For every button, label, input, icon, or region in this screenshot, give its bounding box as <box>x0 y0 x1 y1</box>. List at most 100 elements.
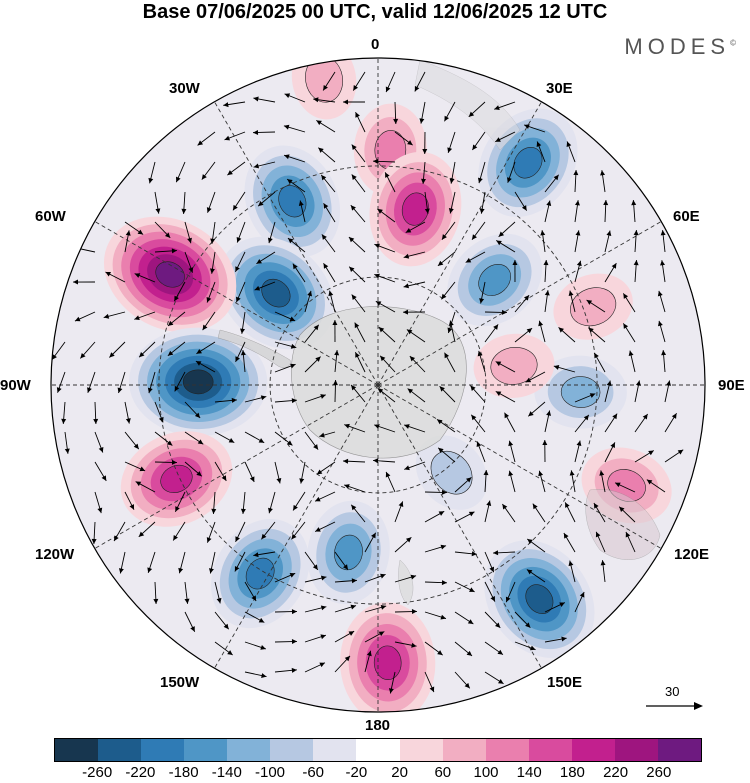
negative-anomaly <box>415 435 488 510</box>
colorbar-swatch <box>399 739 443 761</box>
wind-arrow-head <box>227 170 233 176</box>
wind-arrow-head <box>137 229 144 235</box>
wind-arrow-head <box>576 440 582 447</box>
wind-arrow-head <box>353 85 359 91</box>
colorbar-swatch <box>227 739 271 761</box>
negative-anomaly <box>244 145 341 257</box>
wind-arrow-head <box>496 240 502 246</box>
wind-arrow-head <box>409 356 416 362</box>
wind-arrow-head <box>323 84 328 91</box>
colorbar-tick-label: 260 <box>646 764 672 781</box>
wind-arrow-head <box>494 105 500 110</box>
wind-arrow-head <box>377 388 384 394</box>
wind-arrow-head <box>196 348 202 354</box>
wind-arrow-head <box>93 418 99 424</box>
wind-arrow-head <box>466 650 473 656</box>
wind-arrow-head <box>291 609 297 615</box>
wind-arrow-head <box>175 506 180 512</box>
wind-arrow-head <box>448 320 454 326</box>
positive-anomaly <box>369 151 462 267</box>
wind-arrow-head <box>599 470 605 476</box>
wind-arrow-head <box>321 174 327 181</box>
label-lon-30e: 30E <box>546 80 573 97</box>
wind-arrow-head <box>501 309 507 315</box>
wind-arrow-head <box>472 144 478 151</box>
wind-arrow-head <box>253 552 259 558</box>
meridian-line <box>94 221 379 386</box>
wind-arrow-head <box>164 232 171 238</box>
wind-arrow-head <box>61 418 67 424</box>
wind-arrow-head <box>525 622 531 628</box>
wind-arrow-head <box>286 440 293 446</box>
anomaly-contour <box>261 278 291 308</box>
wind-arrow-head <box>508 440 514 447</box>
wind-arrow-head <box>287 179 293 185</box>
meridian-line <box>377 384 662 549</box>
wind-arrow-head <box>320 394 326 399</box>
wind-arrow-head <box>490 596 495 602</box>
colorbar-tick-label: -140 <box>211 764 242 781</box>
colorbar-swatch <box>657 739 701 761</box>
wind-arrow-head <box>568 560 574 567</box>
wind-arrow-head <box>393 118 399 124</box>
wind-arrow-head <box>648 450 654 456</box>
wind-arrow-head <box>588 327 594 333</box>
wind-arrow-head <box>256 258 262 264</box>
wind-arrow-head <box>321 234 327 240</box>
wind-arrow-head <box>380 573 386 579</box>
wind-arrow-head <box>125 418 131 424</box>
meridian-line <box>214 384 379 669</box>
wind-arrow-head <box>293 504 298 511</box>
colorbar-swatch <box>571 739 615 761</box>
colorbar-tick-label: 60 <box>434 764 452 781</box>
wind-arrow-head <box>319 662 325 668</box>
wind-arrow-head <box>528 411 534 417</box>
wind-arrow-head <box>328 290 334 297</box>
wind-arrow-head <box>512 260 518 266</box>
reference-vector <box>646 702 703 710</box>
wind-arrow-head <box>343 458 349 464</box>
wind-arrow-head <box>507 177 512 183</box>
wind-arrow-head <box>566 141 572 148</box>
wind-arrow-head <box>201 174 207 180</box>
wind-arrow-head <box>378 631 385 637</box>
wind-arrow-head <box>366 650 372 657</box>
wind-arrow-head <box>576 260 582 267</box>
africa-landmass <box>414 59 521 151</box>
wind-arrow-head <box>354 322 360 329</box>
wind-arrow-head <box>355 352 360 358</box>
wind-arrow-head <box>466 477 472 483</box>
wind-arrow-head <box>561 636 567 642</box>
wind-arrow-head <box>371 532 376 539</box>
wind-arrow-head <box>320 634 326 640</box>
wind-arrow-head <box>595 531 601 538</box>
wind-arrow-head <box>385 172 390 178</box>
wind-arrow-head <box>403 309 409 315</box>
wind-arrow-head <box>579 591 585 598</box>
negative-anomaly <box>534 355 627 429</box>
wind-arrow-head <box>114 535 119 542</box>
wind-arrow-head <box>291 398 297 404</box>
anomaly-contour <box>560 376 601 408</box>
wind-arrow-head <box>348 631 355 636</box>
wind-arrow-head <box>284 154 290 160</box>
wind-arrow-head <box>373 458 379 464</box>
wind-arrow-head <box>569 470 575 476</box>
wind-arrow-head <box>289 572 296 578</box>
wind-arrow-head <box>139 351 145 358</box>
wind-arrow-head <box>495 137 501 142</box>
wind-arrow-head <box>166 440 173 446</box>
wind-arrow-head <box>530 645 536 651</box>
wind-arrow-head <box>73 279 79 285</box>
meridian-lines <box>51 58 705 712</box>
wind-arrow-head <box>190 626 195 632</box>
wind-arrow-head <box>73 245 79 251</box>
label-lon-30w: 30W <box>169 80 200 97</box>
wind-arrow-head <box>574 200 580 206</box>
wind-arrow-head <box>287 238 294 244</box>
wind-arrow-head <box>476 441 482 448</box>
wind-arrow-head <box>350 604 357 610</box>
wind-arrow-head <box>134 273 141 278</box>
wind-arrow-head <box>441 489 447 495</box>
wind-arrow-head <box>155 208 161 214</box>
